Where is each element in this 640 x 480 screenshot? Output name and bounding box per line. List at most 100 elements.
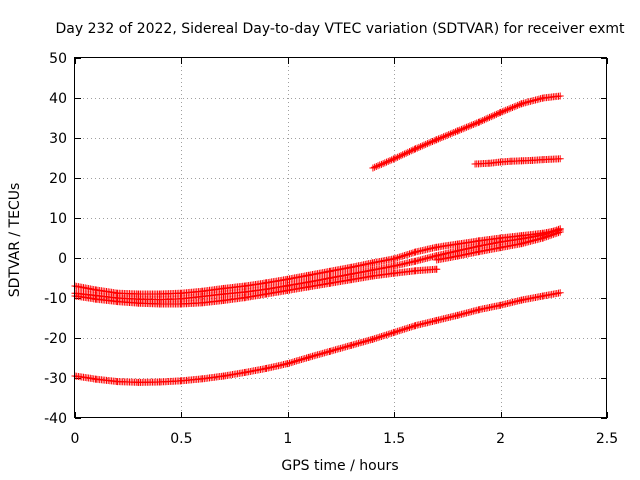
data-point — [402, 149, 410, 157]
data-point — [438, 133, 446, 141]
data-point — [371, 335, 379, 343]
series-sat-b — [471, 155, 564, 168]
data-point — [372, 163, 380, 171]
data-point — [386, 157, 394, 165]
data-point — [399, 252, 407, 260]
data-point — [374, 162, 382, 170]
data-point — [457, 125, 465, 133]
data-point — [286, 359, 294, 367]
series-sat-f — [433, 228, 564, 264]
data-point — [503, 106, 511, 114]
data-point — [395, 253, 403, 261]
data-point — [441, 132, 449, 140]
data-point — [400, 252, 408, 260]
data-point — [397, 253, 405, 261]
data-point — [294, 357, 302, 365]
data-point — [510, 103, 518, 111]
data-point — [423, 140, 431, 148]
data-point — [374, 334, 382, 342]
data-point — [394, 254, 402, 262]
data-point — [402, 325, 410, 333]
x-tick-label: 2 — [496, 431, 505, 447]
data-point — [287, 359, 295, 367]
y-tick-label: 20 — [49, 171, 67, 187]
data-point — [291, 358, 299, 366]
data-point — [386, 330, 394, 338]
plot-frame — [74, 57, 607, 418]
y-tick-label: 10 — [49, 211, 67, 227]
data-point — [487, 113, 495, 121]
data-point — [381, 159, 389, 167]
data-point — [471, 120, 479, 128]
data-point — [429, 137, 437, 145]
data-point — [482, 115, 490, 123]
data-point — [417, 143, 425, 151]
data-point — [464, 123, 472, 131]
data-point — [556, 289, 564, 297]
data-point — [379, 160, 387, 168]
data-point — [554, 229, 562, 237]
data-point — [397, 326, 405, 334]
data-point — [383, 331, 391, 339]
data-point — [443, 131, 451, 139]
data-point — [466, 122, 474, 130]
data-point — [463, 123, 471, 131]
data-point — [461, 124, 469, 132]
data-point — [492, 110, 500, 118]
plot-area — [71, 92, 564, 386]
y-tick-label: -20 — [44, 331, 67, 347]
data-point — [546, 232, 554, 240]
data-point — [411, 145, 419, 153]
data-point — [433, 136, 441, 144]
data-point — [289, 358, 297, 366]
data-point — [454, 127, 462, 135]
data-point — [297, 356, 305, 364]
y-tick-label: 40 — [49, 91, 67, 107]
data-point — [514, 101, 522, 109]
data-point — [296, 356, 304, 364]
x-tick-label: 0.5 — [170, 431, 192, 447]
data-point — [390, 328, 398, 336]
data-point — [392, 154, 400, 162]
y-tick-label: 30 — [49, 131, 67, 147]
data-point — [420, 141, 428, 149]
data-point — [407, 249, 415, 257]
data-point — [539, 234, 547, 242]
data-point — [292, 357, 300, 365]
data-point — [397, 152, 405, 160]
y-axis-label: SDTVAR / TECUs — [7, 183, 23, 298]
data-point — [394, 327, 402, 335]
data-point — [553, 229, 561, 237]
data-point — [480, 116, 488, 124]
y-tick-label: 0 — [58, 251, 67, 267]
data-point — [422, 140, 430, 148]
data-point — [556, 155, 564, 163]
data-point — [544, 232, 552, 240]
data-point — [376, 333, 384, 341]
series-sat-g — [71, 289, 564, 386]
data-point — [400, 150, 408, 158]
data-point — [407, 147, 415, 155]
data-point — [477, 117, 485, 125]
data-point — [384, 330, 392, 338]
data-point — [404, 324, 412, 332]
data-point — [489, 112, 497, 120]
data-point — [394, 153, 402, 161]
data-point — [369, 335, 377, 343]
data-point — [418, 142, 426, 150]
data-point — [392, 328, 400, 336]
y-tick-label: 50 — [49, 51, 67, 67]
data-point — [509, 103, 517, 111]
data-point — [456, 126, 464, 134]
data-point — [556, 92, 564, 100]
data-point — [475, 118, 483, 126]
axis-ticks: -40 -30 -20 -10 0 10 20 30 40 50 0 0.5 1 1.5 2 2.5 — [44, 51, 618, 447]
data-point — [384, 157, 392, 165]
data-point — [400, 325, 408, 333]
data-point — [379, 332, 387, 340]
data-point — [407, 323, 415, 331]
data-point — [369, 164, 377, 172]
series-sat-c — [71, 226, 564, 298]
y-tick-label: -10 — [44, 291, 67, 307]
